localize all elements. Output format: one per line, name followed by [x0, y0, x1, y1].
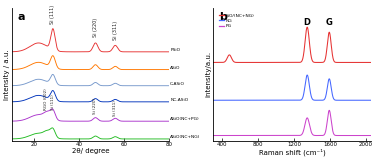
Text: ASiO(NC+PG): ASiO(NC+PG) — [170, 117, 200, 121]
Text: Si (220): Si (220) — [93, 18, 98, 37]
Text: Si (220): Si (220) — [93, 98, 98, 114]
Text: Si (111): Si (111) — [50, 5, 56, 24]
Text: NC-ASiO: NC-ASiO — [170, 98, 188, 102]
Text: Si (311): Si (311) — [113, 100, 117, 116]
Text: ASiO: ASiO — [170, 66, 181, 70]
Text: PSiO: PSiO — [170, 48, 180, 52]
X-axis label: 2θ/ degree: 2θ/ degree — [71, 148, 109, 154]
Legend: SiO/(NC+NG), NG, PG: SiO/(NC+NG), NG, PG — [218, 13, 255, 29]
Text: RGO (002): RGO (002) — [45, 88, 48, 110]
X-axis label: Raman shift (cm⁻¹): Raman shift (cm⁻¹) — [259, 148, 325, 156]
Text: D: D — [304, 18, 311, 27]
Text: ASiO(NC+NG): ASiO(NC+NG) — [170, 135, 200, 139]
Text: b: b — [220, 12, 227, 22]
Text: a: a — [18, 12, 25, 22]
Text: C-ASiO: C-ASiO — [170, 82, 185, 86]
Y-axis label: Intensity / a.u.: Intensity / a.u. — [4, 49, 10, 100]
Text: Si (311): Si (311) — [113, 21, 118, 40]
Y-axis label: intensity/a.u.: intensity/a.u. — [206, 51, 212, 97]
Text: Si (111): Si (111) — [51, 94, 55, 110]
Text: G: G — [326, 18, 333, 27]
